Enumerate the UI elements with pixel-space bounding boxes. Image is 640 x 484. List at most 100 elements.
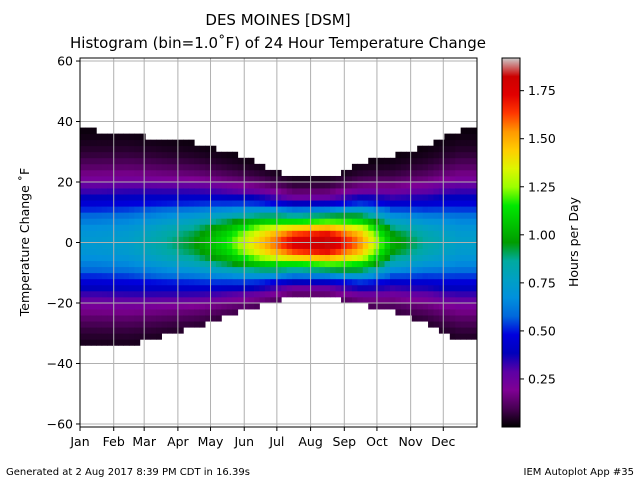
heatmap-cell xyxy=(167,260,173,268)
heatmap-cell xyxy=(167,194,173,201)
heatmap-cell xyxy=(80,127,86,135)
heatmap-cell xyxy=(107,175,114,183)
heatmap-cell xyxy=(80,290,86,298)
heatmap-cell xyxy=(221,206,228,213)
heatmap-cell xyxy=(286,175,293,183)
heatmap-cell xyxy=(177,309,184,316)
heatmap-cell xyxy=(335,194,342,201)
heatmap-cell xyxy=(428,182,434,189)
heatmap-cell xyxy=(194,272,201,280)
heatmap-cell xyxy=(112,236,119,243)
heatmap-cell xyxy=(145,157,152,165)
heatmap-cell xyxy=(297,266,304,274)
heatmap-cell xyxy=(107,236,114,243)
heatmap-cell xyxy=(194,175,201,183)
heatmap-cell xyxy=(134,163,141,171)
heatmap-cell xyxy=(254,200,260,207)
heatmap-cell xyxy=(330,200,336,207)
heatmap-cell xyxy=(172,321,179,328)
heatmap-cell xyxy=(134,309,141,316)
heatmap-cell xyxy=(411,290,418,298)
heatmap-cell xyxy=(406,260,413,268)
heatmap-cell xyxy=(183,200,190,207)
heatmap-cell xyxy=(313,284,320,292)
heatmap-cell xyxy=(444,182,451,189)
heatmap-cell xyxy=(286,182,293,189)
heatmap-cell xyxy=(90,188,97,195)
heatmap-cell xyxy=(172,163,179,171)
heatmap-cell xyxy=(177,284,184,292)
heatmap-cell xyxy=(232,260,239,268)
heatmap-cell xyxy=(248,248,255,255)
heatmap-cell xyxy=(471,242,478,249)
heatmap-cell xyxy=(205,230,211,237)
heatmap-cell xyxy=(357,242,364,249)
heatmap-cell xyxy=(422,236,429,243)
heatmap-cell xyxy=(308,248,315,255)
x-tick-label: Apr xyxy=(167,434,189,449)
heatmap-cell xyxy=(330,194,336,201)
heatmap-cell xyxy=(471,327,478,334)
heatmap-cell xyxy=(112,327,119,334)
heatmap-cell xyxy=(466,230,472,237)
heatmap-cell xyxy=(313,266,320,274)
heatmap-cell xyxy=(395,260,402,268)
heatmap-cell xyxy=(438,230,445,237)
heatmap-cell xyxy=(444,284,451,292)
heatmap-cell xyxy=(112,230,119,237)
heatmap-cell xyxy=(118,321,124,328)
heatmap-cell xyxy=(428,212,434,219)
heatmap-cell xyxy=(455,206,462,213)
heatmap-cell xyxy=(128,309,135,316)
heatmap-cell xyxy=(123,182,130,189)
heatmap-cell xyxy=(346,175,353,183)
heatmap-cell xyxy=(297,182,304,189)
heatmap-cell xyxy=(188,236,195,243)
heatmap-cell xyxy=(199,182,206,189)
heatmap-cell xyxy=(395,200,402,207)
heatmap-cell xyxy=(281,266,288,274)
heatmap-cell xyxy=(80,309,86,316)
heatmap-cell xyxy=(183,182,190,189)
heatmap-cell xyxy=(351,182,358,189)
heatmap-cell xyxy=(254,260,260,268)
heatmap-cell xyxy=(292,236,298,243)
heatmap-cell xyxy=(139,327,146,334)
heatmap-cell xyxy=(362,188,369,195)
heatmap-cell xyxy=(422,242,429,249)
heatmap-cell xyxy=(118,260,124,268)
heatmap-cell xyxy=(215,309,222,316)
heatmap-cell xyxy=(346,224,353,231)
heatmap-cell xyxy=(199,266,206,274)
heatmap-cell xyxy=(313,175,320,183)
heatmap-cell xyxy=(145,321,152,328)
heatmap-cell xyxy=(357,224,364,231)
heatmap-cell xyxy=(384,266,391,274)
heatmap-cell xyxy=(362,230,369,237)
heatmap-cell xyxy=(85,127,92,135)
heatmap-cell xyxy=(455,212,462,219)
heatmap-cell xyxy=(188,200,195,207)
heatmap-cell xyxy=(275,169,282,177)
heatmap-cell xyxy=(389,290,396,298)
heatmap-cell xyxy=(210,206,217,213)
heatmap-cell xyxy=(460,224,467,231)
heatmap-cell xyxy=(319,206,326,213)
heatmap-cell xyxy=(139,278,146,286)
heatmap-cell xyxy=(177,278,184,286)
heatmap-cell xyxy=(243,218,249,225)
heatmap-cell xyxy=(254,302,260,310)
heatmap-cell xyxy=(118,309,124,316)
heatmap-cell xyxy=(172,145,179,153)
heatmap-cell xyxy=(330,182,336,189)
heatmap-cell xyxy=(85,278,92,286)
heatmap-cell xyxy=(319,194,326,201)
heatmap-cell xyxy=(292,254,298,262)
heatmap-cell xyxy=(400,218,407,225)
heatmap-cell xyxy=(357,260,364,268)
heatmap-cell xyxy=(422,309,429,316)
heatmap-cell xyxy=(460,236,467,243)
heatmap-cell xyxy=(112,139,119,147)
heatmap-cell xyxy=(368,242,375,249)
heatmap-cell xyxy=(466,175,472,183)
